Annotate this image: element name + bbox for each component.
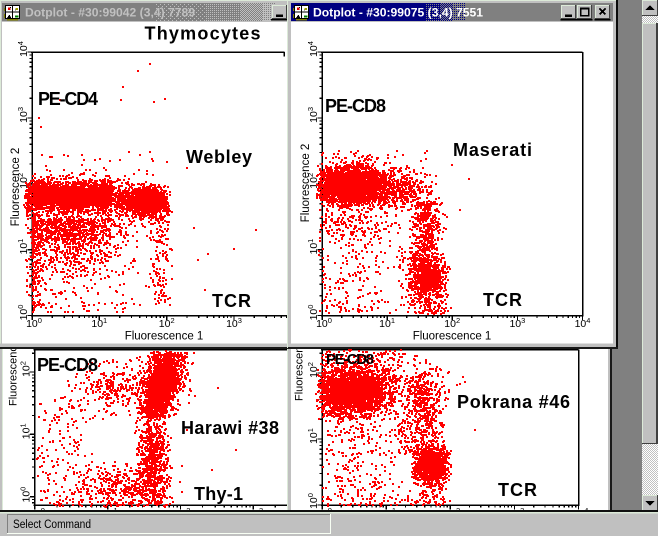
svg-text:Dotplot - #30:99042 (3,4) 7789: Dotplot - #30:99042 (3,4) 7789 [25, 8, 195, 20]
svg-text:101: 101 [379, 316, 395, 330]
svg-text:103: 103 [16, 107, 30, 123]
svg-text:Pokrana #46: Pokrana #46 [457, 392, 570, 412]
svg-text:104: 104 [16, 41, 30, 57]
svg-text:PE-CD8: PE-CD8 [37, 355, 98, 375]
svg-text:PE-CD4: PE-CD4 [38, 89, 98, 109]
svg-text:TCR: TCR [212, 291, 252, 311]
svg-text:101: 101 [306, 239, 320, 255]
svg-text:Fluorescence 2: Fluorescence 2 [300, 144, 312, 223]
svg-text:Fluorescence 2: Fluorescence 2 [8, 331, 20, 406]
svg-text:TCR: TCR [498, 480, 538, 500]
svg-text:102: 102 [175, 506, 191, 520]
svg-text:Thymocytes: Thymocytes [145, 24, 261, 44]
svg-text:Select Command: Select Command [13, 519, 91, 531]
svg-text:102: 102 [444, 316, 460, 330]
svg-text:Harawi #38: Harawi #38 [181, 418, 279, 438]
svg-text:100: 100 [306, 305, 320, 321]
svg-text:102: 102 [16, 173, 30, 189]
svg-text:100: 100 [316, 316, 332, 330]
svg-text:102: 102 [19, 361, 33, 377]
svg-text:103: 103 [508, 506, 524, 520]
svg-text:101: 101 [102, 506, 118, 520]
svg-text:Fluorescence 2: Fluorescence 2 [10, 148, 22, 227]
svg-text:103: 103 [226, 316, 242, 330]
svg-text:103: 103 [247, 506, 263, 520]
svg-text:Dotplot - #30:99075 (3,4) 7551: Dotplot - #30:99075 (3,4) 7551 [313, 8, 484, 20]
svg-text:101: 101 [16, 239, 30, 255]
svg-text:Maserati: Maserati [453, 140, 532, 160]
svg-text:104: 104 [575, 316, 591, 330]
svg-text:102: 102 [444, 506, 460, 520]
svg-text:101: 101 [306, 428, 320, 444]
svg-text:Webley: Webley [186, 147, 252, 167]
svg-text:Thy-1: Thy-1 [194, 484, 243, 504]
svg-text:102: 102 [159, 316, 175, 330]
svg-text:Fluorescence 2: Fluorescence 2 [294, 326, 306, 401]
svg-text:PE-CD8: PE-CD8 [326, 351, 374, 368]
svg-text:103: 103 [509, 316, 525, 330]
svg-text:101: 101 [380, 506, 396, 520]
svg-text:100: 100 [306, 493, 320, 509]
svg-text:104: 104 [573, 506, 589, 520]
svg-text:Fluorescence 1: Fluorescence 1 [413, 331, 492, 343]
svg-text:TCR: TCR [483, 290, 523, 310]
svg-text:PE-CD8: PE-CD8 [325, 96, 386, 116]
svg-text:100: 100 [29, 506, 45, 520]
svg-text:Fluorescence 1: Fluorescence 1 [125, 331, 204, 343]
svg-text:102: 102 [306, 362, 320, 378]
svg-text:100: 100 [26, 316, 42, 330]
svg-text:100: 100 [19, 487, 33, 503]
svg-text:104: 104 [306, 41, 320, 57]
svg-text:100: 100 [316, 506, 332, 520]
svg-text:103: 103 [306, 107, 320, 123]
svg-text:101: 101 [19, 423, 33, 439]
svg-text:100: 100 [16, 305, 30, 321]
svg-text:101: 101 [91, 316, 107, 330]
svg-text:102: 102 [306, 173, 320, 189]
